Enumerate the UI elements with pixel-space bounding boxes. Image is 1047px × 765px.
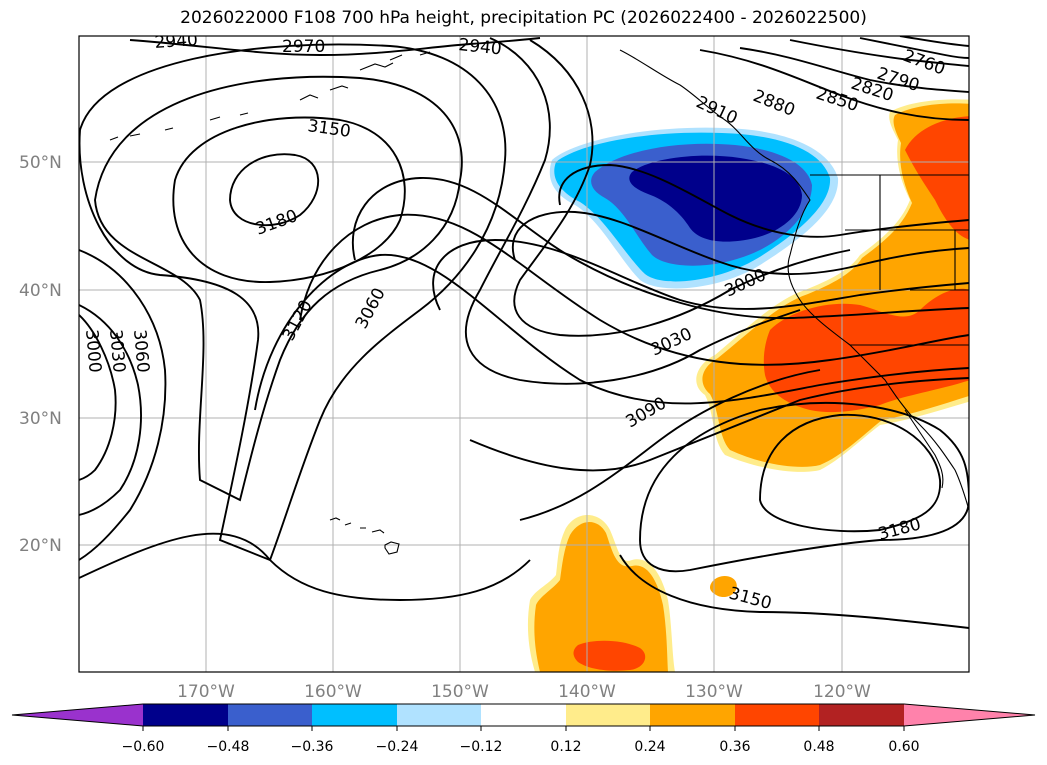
- contour-label: 3120: [279, 297, 317, 345]
- contour-label: 3150: [306, 116, 352, 142]
- colorbar-swatch: [228, 704, 312, 726]
- colorbar-tick-label: −0.60: [122, 739, 165, 755]
- colorbar-swatch: [735, 704, 819, 726]
- precip-redorange-south: [573, 640, 646, 671]
- latitude-labels: 50°N 40°N 30°N 20°N: [19, 153, 62, 556]
- contour-label: 2940: [457, 35, 502, 59]
- contour-label: 2940: [154, 30, 199, 53]
- lat-label: 50°N: [19, 153, 62, 173]
- contour-label: 2880: [750, 86, 798, 121]
- baja-california: [904, 409, 944, 489]
- contour-label: 3180: [253, 206, 300, 240]
- colorbar-tick-label: 0.48: [803, 739, 834, 755]
- colorbar-tick-label: −0.48: [207, 739, 250, 755]
- map-frame: [78, 35, 970, 673]
- contour-label: 3000: [81, 329, 105, 374]
- colorbar-swatch: [650, 704, 735, 726]
- coastlines: [109, 49, 969, 555]
- longitude-labels: 170°W 160°W 150°W 140°W 130°W 120°W: [177, 682, 871, 702]
- contour-label: 3060: [129, 329, 153, 374]
- colorbar-swatch: [819, 704, 904, 726]
- lat-label: 20°N: [19, 536, 62, 556]
- contour-label: 3090: [623, 393, 670, 432]
- contour-label: 3060: [352, 285, 390, 333]
- colorbar-tick-label: 0.12: [550, 739, 581, 755]
- lon-label: 160°W: [304, 682, 362, 702]
- precip-orange-small: [710, 576, 737, 598]
- contour-label: 3030: [648, 324, 696, 360]
- colorbar-tick-label: −0.12: [460, 739, 503, 755]
- lon-label: 140°W: [558, 682, 616, 702]
- height-contours: [79, 36, 969, 629]
- colorbar-swatch: [143, 704, 228, 726]
- colorbar-swatch: [312, 704, 397, 726]
- contour-label: 2910: [693, 92, 741, 128]
- contour-label: 3030: [105, 329, 129, 374]
- colorbar-swatch: [481, 704, 566, 726]
- lon-label: 170°W: [177, 682, 235, 702]
- lat-label: 30°N: [19, 409, 62, 429]
- precip-redorange-north: [905, 116, 969, 240]
- colorbar-low-extend: [12, 704, 143, 726]
- map-title: 2026022000 F108 700 hPa height, precipit…: [180, 8, 867, 28]
- precip-navy: [629, 155, 802, 242]
- colorbar-high-extend: [904, 704, 1035, 726]
- lat-label: 40°N: [19, 281, 62, 301]
- colorbar-tick-label: 0.60: [888, 739, 919, 755]
- contour-label: 2970: [282, 37, 325, 57]
- colorbar-tick-label: −0.36: [291, 739, 334, 755]
- alaska-islands: [109, 51, 431, 141]
- state-borders: [810, 174, 969, 346]
- colorbar-tick-label: 0.24: [634, 739, 665, 755]
- colorbar-swatch: [566, 704, 650, 726]
- colorbar-swatch: [397, 704, 481, 726]
- north-america-coast: [619, 49, 969, 511]
- lon-label: 120°W: [813, 682, 871, 702]
- lon-label: 150°W: [431, 682, 489, 702]
- map-area: 2940 2970 2940 2760 2790 2820 2850 2880 …: [79, 30, 969, 672]
- colorbar-tick-label: 0.36: [719, 739, 750, 755]
- precip-orange-south: [534, 521, 668, 672]
- lon-label: 130°W: [685, 682, 743, 702]
- colorbar: −0.60 −0.48 −0.36 −0.24 −0.12 0.12 0.24 …: [11, 703, 1036, 755]
- colorbar-tick-label: −0.24: [376, 739, 419, 755]
- colorbar-ticks: [142, 726, 905, 731]
- hawaii-islands: [329, 517, 400, 555]
